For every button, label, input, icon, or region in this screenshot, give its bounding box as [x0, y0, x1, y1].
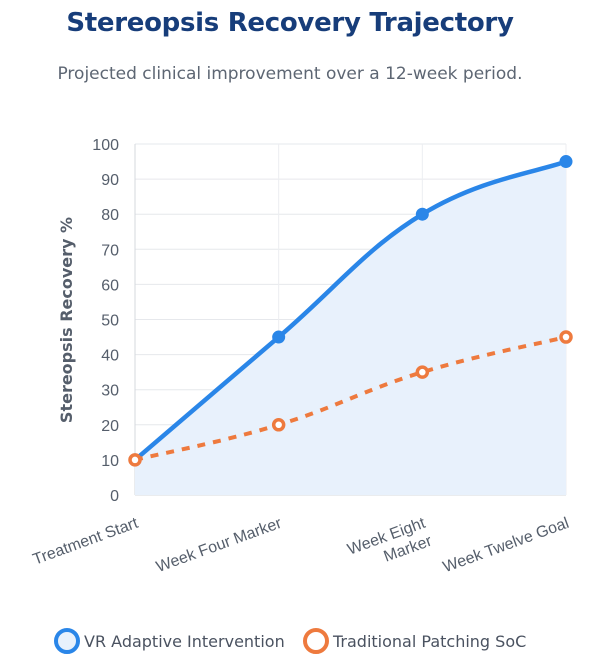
- legend-label-traditional-patching-soc[interactable]: Traditional Patching SoC: [332, 632, 526, 651]
- series-lines: [132, 159, 569, 463]
- data-point[interactable]: [271, 418, 286, 432]
- y-tick-label: 90: [101, 172, 119, 189]
- x-tick-label: Week Four Marker: [154, 515, 285, 576]
- data-point[interactable]: [272, 330, 286, 344]
- y-axis-label: Stereopsis Recovery %: [57, 217, 76, 423]
- y-tick-label: 30: [101, 383, 119, 400]
- x-tick-label: Treatment Start: [31, 515, 141, 569]
- x-tick-label: Week Twelve Goal: [441, 515, 572, 576]
- chart-subtitle: Projected clinical improvement over a 12…: [57, 64, 523, 84]
- y-tick-label: 80: [101, 207, 119, 224]
- series-line-vr-adaptive-intervention: [132, 159, 569, 463]
- y-tick-label: 100: [92, 137, 119, 154]
- series-areas: [135, 161, 566, 496]
- legend: VR Adaptive Intervention Traditional Patc…: [54, 628, 526, 654]
- series-line-traditional-patching-soc: [134, 335, 567, 462]
- data-point[interactable]: [559, 155, 573, 169]
- y-tick-label: 10: [101, 453, 119, 470]
- legend-marker-vr-adaptive-intervention[interactable]: [54, 628, 80, 654]
- y-tick-label: 50: [101, 313, 119, 330]
- data-point[interactable]: [559, 330, 573, 344]
- legend-label-vr-adaptive-intervention[interactable]: VR Adaptive Intervention: [84, 632, 285, 651]
- y-tick-label: 0: [110, 488, 119, 505]
- series-area-vr-adaptive-intervention: [135, 161, 566, 496]
- x-axis-ticks: Treatment Start Week Four Marker Week Eigh…: [31, 515, 572, 577]
- series-points: [128, 155, 573, 467]
- chart-title: Stereopsis Recovery Trajectory: [66, 8, 514, 38]
- x-tick-label: Week EightMarker: [345, 515, 435, 577]
- y-tick-label: 20: [101, 418, 119, 435]
- data-point[interactable]: [415, 207, 429, 221]
- data-point[interactable]: [415, 365, 430, 379]
- y-tick-label: 60: [101, 277, 119, 294]
- data-point[interactable]: [128, 453, 142, 467]
- y-tick-label: 40: [101, 348, 119, 365]
- y-axis-ticks: 0 10 20 30 40 50 60 70 80 90 100: [92, 137, 119, 505]
- y-tick-label: 70: [101, 242, 119, 259]
- legend-marker-traditional-patching-soc[interactable]: [303, 628, 329, 654]
